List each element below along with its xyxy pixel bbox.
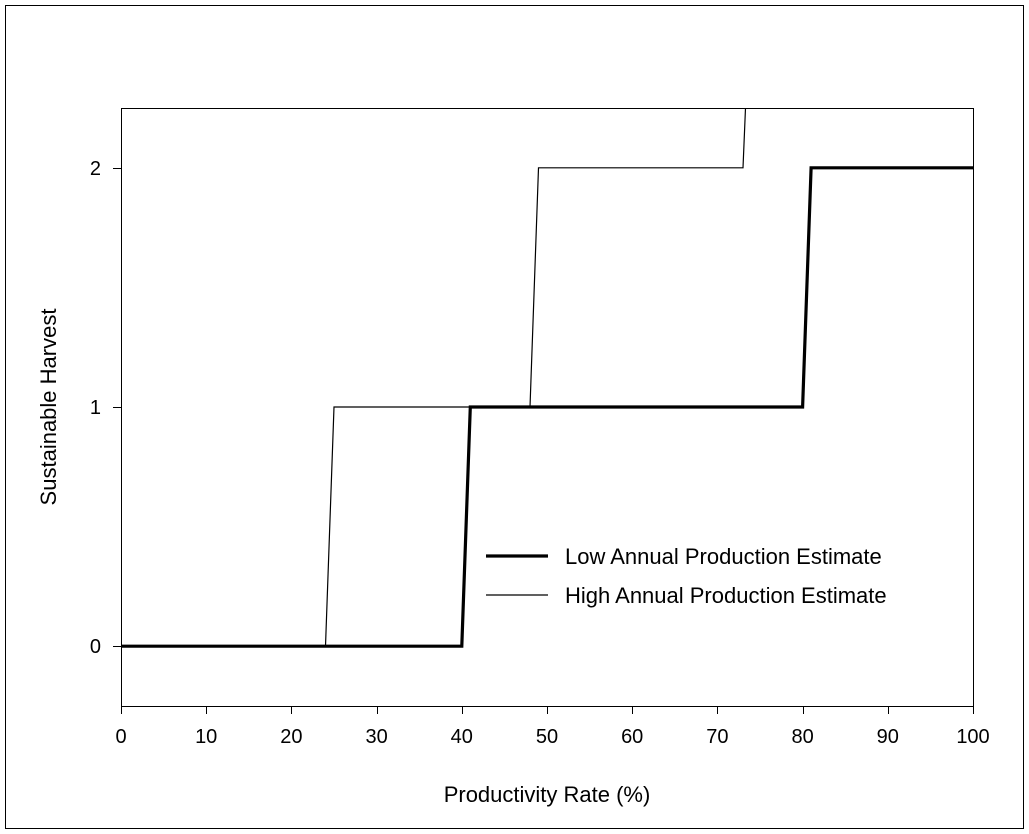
y-axis-ticks: 0 1 2 <box>90 158 121 658</box>
x-tick-label: 30 <box>365 726 387 748</box>
legend: Low Annual Production Estimate High Annua… <box>486 544 887 608</box>
y-tick-label: 0 <box>90 636 101 658</box>
x-tick-label: 70 <box>706 726 728 748</box>
y-tick-label: 1 <box>90 397 101 419</box>
x-tick-label: 0 <box>115 726 126 748</box>
x-tick-label: 60 <box>621 726 643 748</box>
x-tick-label: 20 <box>280 726 302 748</box>
series-layer <box>121 108 973 648</box>
x-axis-title: Productivity Rate (%) <box>444 782 651 807</box>
x-tick-label: 100 <box>956 726 989 748</box>
y-tick-label: 2 <box>90 158 101 180</box>
series-line-high-estimate <box>121 108 747 647</box>
x-axis-ticks: 0 10 20 30 40 50 60 70 80 90 100 <box>115 706 990 748</box>
legend-label: Low Annual Production Estimate <box>565 544 882 569</box>
outer-frame <box>5 5 1024 829</box>
y-axis-title: Sustainable Harvest <box>36 309 61 506</box>
x-tick-label: 40 <box>451 726 473 748</box>
x-tick-label: 80 <box>791 726 813 748</box>
legend-label: High Annual Production Estimate <box>565 583 887 608</box>
x-tick-label: 50 <box>536 726 558 748</box>
x-tick-label: 90 <box>877 726 899 748</box>
series-line-low-estimate <box>121 166 973 648</box>
x-tick-label: 10 <box>195 726 217 748</box>
